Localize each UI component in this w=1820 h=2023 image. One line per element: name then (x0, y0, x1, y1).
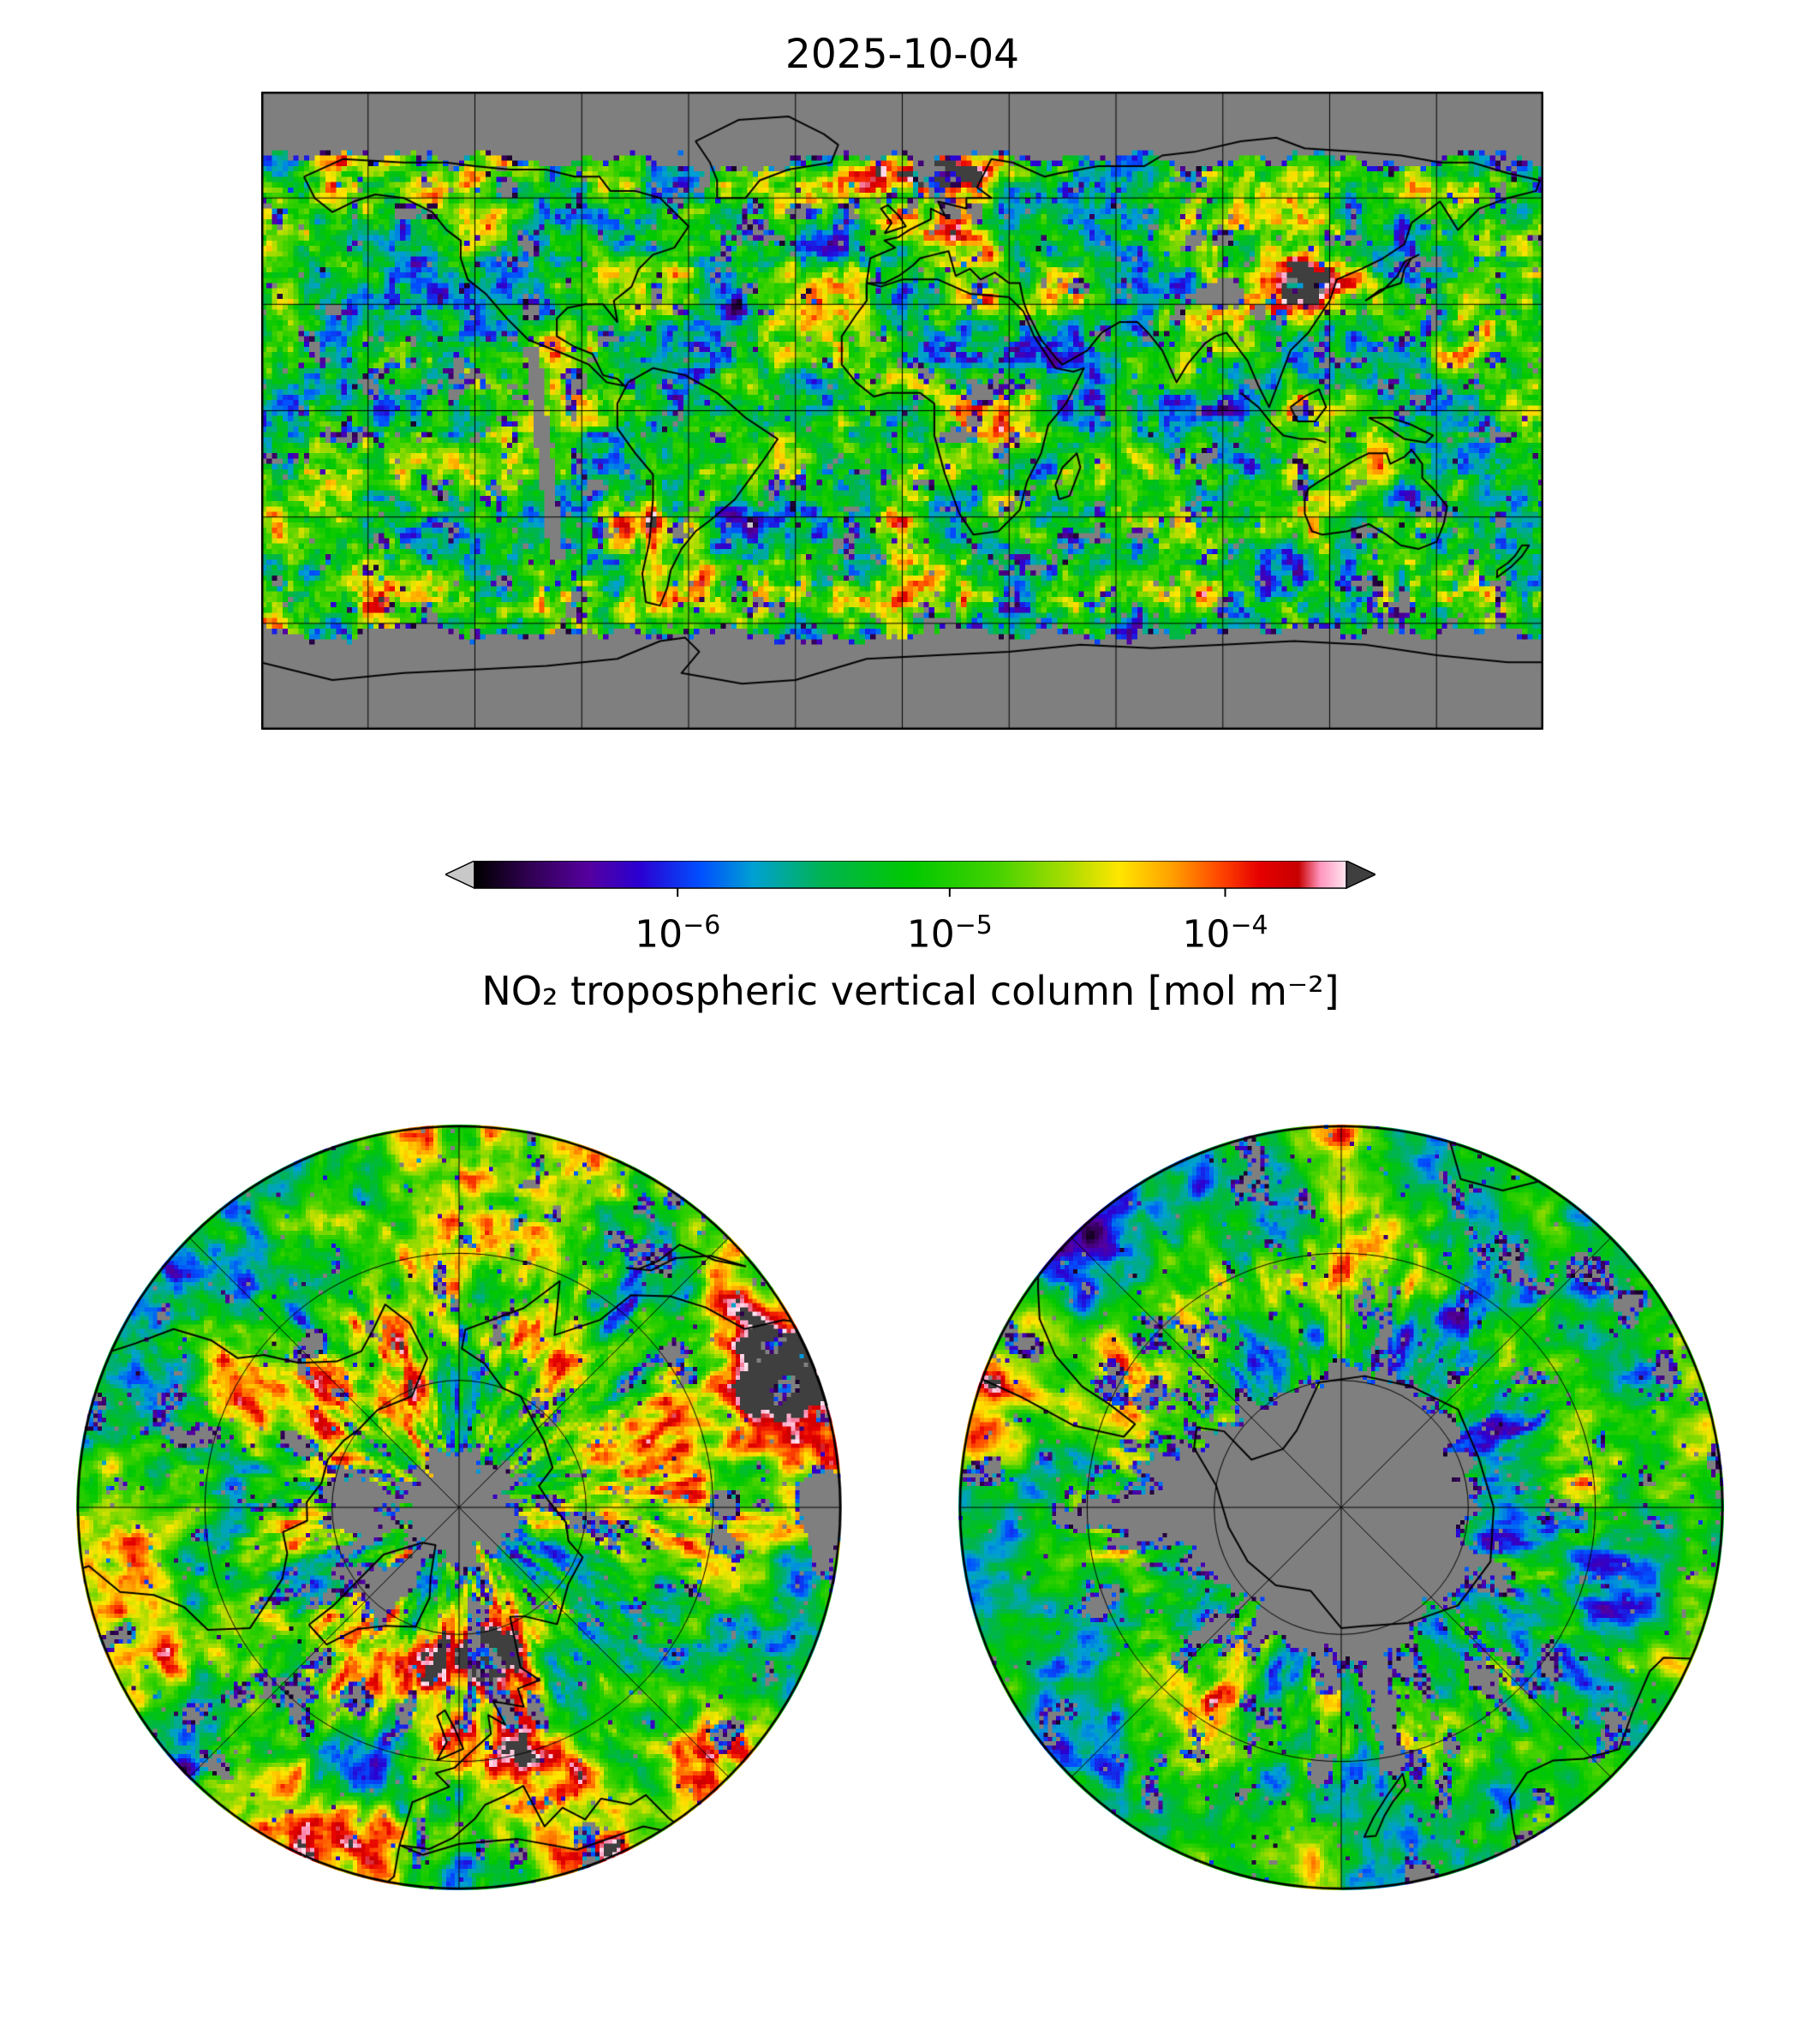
tick-exponent: −5 (954, 910, 993, 940)
colorbar-over-arrow (1346, 861, 1375, 890)
south-polar-overlay (958, 1125, 1724, 1890)
global-map-panel (261, 92, 1543, 730)
global-map-overlay (261, 92, 1543, 730)
tick-exponent: −4 (1230, 910, 1268, 940)
colorbar-gradient (474, 861, 1347, 889)
north-polar-overlay (76, 1125, 842, 1890)
tick-base: 10 (1182, 912, 1231, 957)
colorbar-scale (445, 861, 1375, 897)
colorbar-tick-label: 10−6 (635, 910, 720, 957)
colorbar-under-arrow (445, 861, 475, 890)
north-polar-panel (76, 1125, 842, 1890)
tick-base: 10 (635, 912, 683, 957)
colorbar-tick-marks (677, 888, 1226, 897)
tick-exponent: −6 (683, 910, 721, 940)
south-polar-panel (958, 1125, 1724, 1890)
colorbar-tick-label: 10−4 (1182, 910, 1268, 957)
tick-base: 10 (906, 912, 955, 957)
colorbar-label: NO₂ tropospheric vertical column [mol m⁻… (481, 968, 1340, 1014)
colorbar-tick-label: 10−5 (907, 910, 993, 957)
colorbar: 10−6 10−5 10−4 (445, 861, 1375, 1006)
figure-title: 2025-10-04 (785, 31, 1020, 78)
